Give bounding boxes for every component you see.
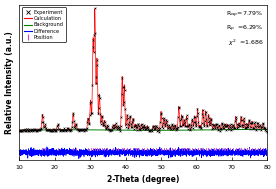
Y-axis label: Relative Intensity (a.u.): Relative Intensity (a.u.) — [5, 31, 14, 134]
X-axis label: 2-Theta (degree): 2-Theta (degree) — [107, 175, 179, 184]
Text: R$_{wp}$=7.79%
R$_p$  =6.29%
$\chi^2$  =1.686: R$_{wp}$=7.79% R$_p$ =6.29% $\chi^2$ =1.… — [226, 9, 264, 48]
Legend: Experiment, Calculation, Background, Difference, Position: Experiment, Calculation, Background, Dif… — [22, 7, 66, 42]
